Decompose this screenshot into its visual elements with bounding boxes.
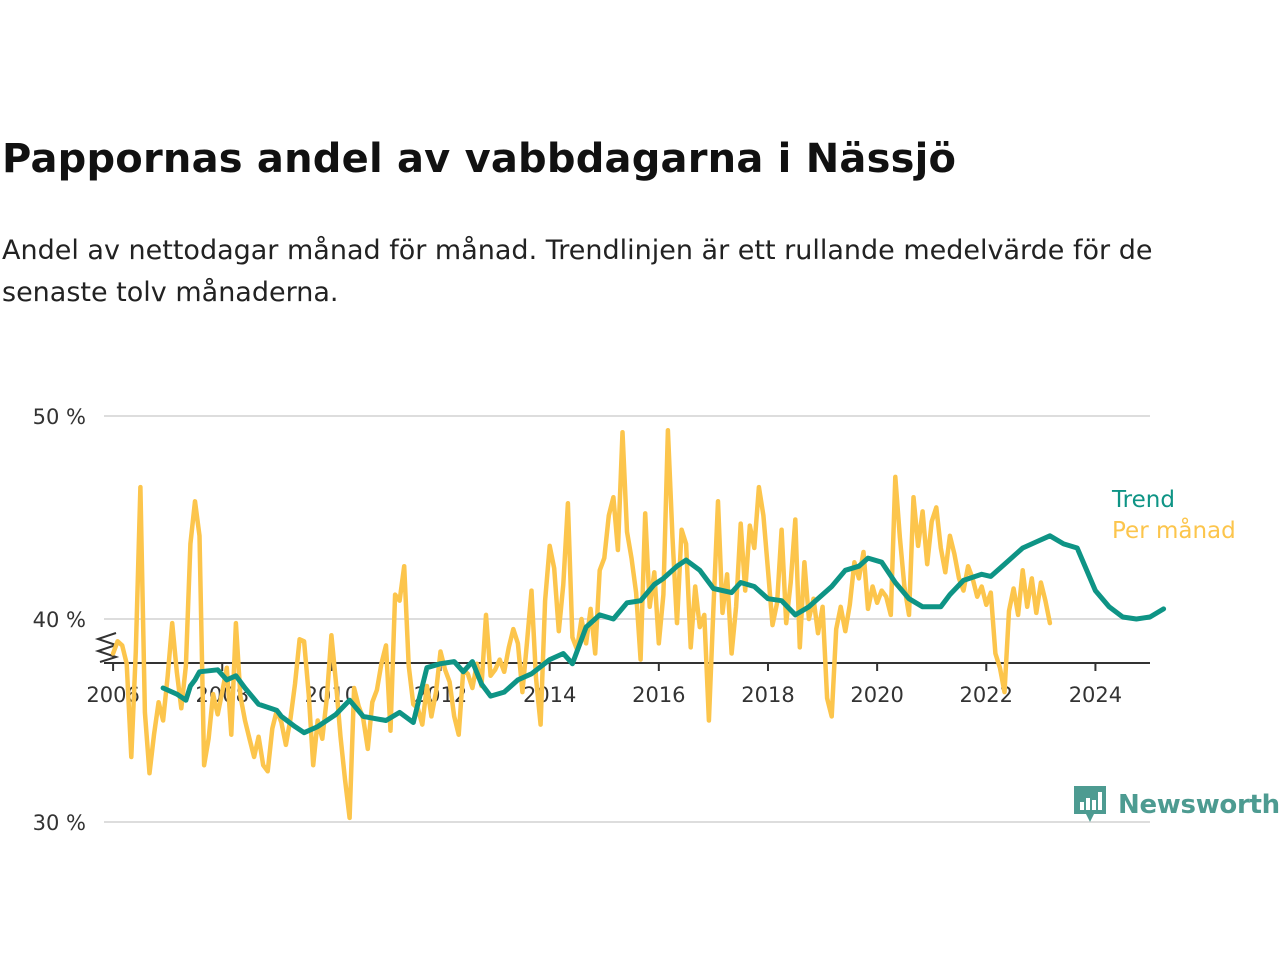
legend-per-manad: Per månad [1112,516,1236,544]
x-tick-label: 2016 [632,683,685,707]
axis-break-icon [94,632,120,663]
chart-subtitle: Andel av nettodagar månad för månad. Tre… [2,235,1153,308]
x-tick-label: 2014 [523,683,576,707]
legend-trend: Trend [1111,487,1175,513]
x-tick-label: 2006 [86,683,139,707]
y-tick-label: 40 % [33,608,86,632]
grid-lines [104,415,1150,823]
trend-series-line [160,533,1167,736]
newsworthy-logo: Newsworthy [1072,784,1280,826]
x-tick-label: 2020 [850,683,903,707]
y-axis-labels: 30 % 40 % 50 % [33,405,86,835]
x-tick-label: 2024 [1069,683,1122,707]
chart-title: Pappornas andel av vabbdagarna i Nässjö [2,136,957,182]
series-layer [110,427,1167,821]
x-tick-label: 2018 [741,683,794,707]
monthly-series-line [110,427,1053,821]
y-tick-label: 50 % [33,405,86,429]
legend: Trend Per månad [1111,487,1236,544]
newsworthy-logo-icon [1074,786,1106,822]
brand-name: Newsworthy [1118,790,1280,820]
y-tick-label: 30 % [33,811,86,835]
